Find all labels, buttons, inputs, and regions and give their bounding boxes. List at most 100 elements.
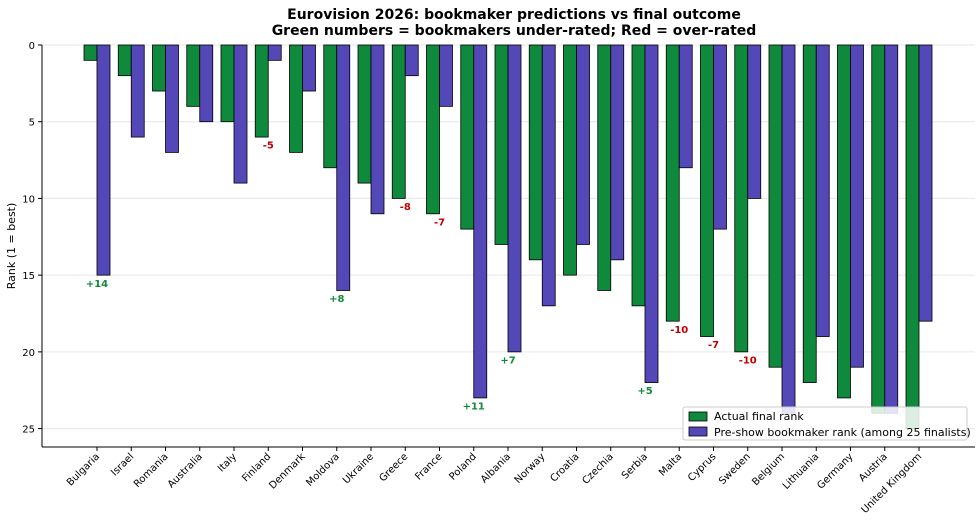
bar-bookmaker-norway xyxy=(541,44,556,307)
bar-actual-czechia xyxy=(597,44,612,291)
x-tick-label-australia: Australia xyxy=(166,451,205,490)
bar-bookmaker-austria xyxy=(884,44,899,414)
annotation-albania: +7 xyxy=(500,356,515,367)
annotation-bulgaria: +14 xyxy=(86,279,108,290)
bar-bookmaker-serbia xyxy=(644,44,659,383)
x-tick-label-finland: Finland xyxy=(240,451,273,484)
bars xyxy=(83,44,933,429)
bar-actual-bulgaria xyxy=(83,44,98,61)
bar-actual-greece xyxy=(391,44,406,199)
bar-bookmaker-france xyxy=(439,44,453,107)
legend-label-actual: Actual final rank xyxy=(714,410,804,423)
annotation-sweden: -10 xyxy=(739,356,757,367)
x-tick-label-bulgaria: Bulgaria xyxy=(65,451,102,488)
annotation-greece: -8 xyxy=(400,202,411,213)
bar-bookmaker-italy xyxy=(233,44,248,184)
bar-bookmaker-croatia xyxy=(576,44,590,245)
bar-actual-norway xyxy=(528,44,543,261)
annotation-finland: -5 xyxy=(263,141,274,152)
annotation-cyprus: -7 xyxy=(708,340,719,351)
bar-actual-malta xyxy=(665,44,680,322)
x-tick-label-malta: Malta xyxy=(657,451,684,478)
x-tick-label-france: France xyxy=(413,451,444,482)
bar-actual-united-kingdom xyxy=(905,44,920,429)
x-tick-label-czechia: Czechia xyxy=(580,451,615,486)
x-tick-label-italy: Italy xyxy=(216,451,239,474)
x-tick-label-denmark: Denmark xyxy=(267,451,307,491)
bar-actual-albania xyxy=(494,44,509,245)
bar-bookmaker-greece xyxy=(404,44,419,77)
bar-actual-ukraine xyxy=(357,44,372,184)
bar-bookmaker-denmark xyxy=(302,44,316,92)
x-tick-label-greece: Greece xyxy=(377,451,410,484)
bar-bookmaker-poland xyxy=(473,44,488,399)
bar-bookmaker-australia xyxy=(199,44,214,123)
x-tick-label-croatia: Croatia xyxy=(548,451,581,484)
annotation-france: -7 xyxy=(434,217,445,228)
x-tick-label-lithuania: Lithuania xyxy=(781,451,822,492)
bar-actual-belgium xyxy=(768,44,783,368)
bar-bookmaker-belgium xyxy=(781,44,796,414)
bar-actual-finland xyxy=(254,44,269,138)
bar-bookmaker-czechia xyxy=(610,44,625,261)
bar-bookmaker-israel xyxy=(130,44,145,138)
bar-bookmaker-moldova xyxy=(336,44,351,291)
bar-actual-denmark xyxy=(289,44,303,153)
bar-bookmaker-germany xyxy=(850,44,864,368)
x-tick-label-moldova: Moldova xyxy=(304,451,342,489)
bar-actual-poland xyxy=(460,44,475,230)
y-axis-label: Rank (1 = best) xyxy=(5,203,18,290)
y-tick-label: 10 xyxy=(22,194,35,205)
bar-actual-moldova xyxy=(323,44,338,169)
bar-actual-serbia xyxy=(631,44,646,307)
bar-actual-australia xyxy=(186,44,201,107)
chart-title: Eurovision 2026: bookmaker predictions v… xyxy=(287,7,741,23)
bar-actual-romania xyxy=(152,44,166,92)
bar-actual-austria xyxy=(871,44,886,414)
x-tick-label-ukraine: Ukraine xyxy=(341,451,376,486)
y-tick-label: 5 xyxy=(29,118,35,129)
legend-swatch-bookmaker xyxy=(688,426,708,437)
x-tick-label-serbia: Serbia xyxy=(620,451,650,481)
chart-subtitle: Green numbers = bookmakers under-rated; … xyxy=(272,23,757,39)
legend-label-bookmaker: Pre-show bookmaker rank (among 25 finali… xyxy=(714,426,971,439)
x-tick-label-albania: Albania xyxy=(479,451,513,485)
bar-bookmaker-malta xyxy=(678,44,693,169)
x-tick-label-israel: Israel xyxy=(109,451,136,478)
bar-bookmaker-albania xyxy=(507,44,522,353)
bar-actual-croatia xyxy=(563,44,577,276)
bar-bookmaker-finland xyxy=(267,44,282,61)
bar-bookmaker-romania xyxy=(165,44,179,153)
x-tick-label-united-kingdom: United Kingdom xyxy=(860,451,925,516)
x-tick-label-norway: Norway xyxy=(513,451,548,486)
legend-swatch-actual xyxy=(688,411,708,422)
y-tick-label: 15 xyxy=(22,271,35,282)
bar-bookmaker-lithuania xyxy=(815,44,830,337)
bar-bookmaker-cyprus xyxy=(713,44,727,230)
bar-actual-cyprus xyxy=(700,44,714,337)
annotations: +14 -5 +8 -8 -7 +11 +7 +5 -10 -7 -10 xyxy=(86,141,757,413)
bar-actual-italy xyxy=(220,44,235,123)
bar-actual-sweden xyxy=(734,44,749,353)
y-tick-label: 20 xyxy=(22,348,35,359)
bar-bookmaker-united-kingdom xyxy=(918,44,933,322)
x-tick-label-poland: Poland xyxy=(447,451,478,482)
bar-actual-germany xyxy=(837,44,851,399)
legend: Actual final rank Pre-show bookmaker ran… xyxy=(682,406,971,441)
legend-box xyxy=(682,406,968,441)
x-tick-label-austria: Austria xyxy=(857,451,890,484)
x-tick-label-sweden: Sweden xyxy=(717,451,753,487)
bar-actual-france xyxy=(426,44,440,215)
bar-actual-lithuania xyxy=(802,44,817,383)
bar-actual-israel xyxy=(117,44,132,77)
bar-bookmaker-ukraine xyxy=(370,44,385,215)
y-tick-label: 25 xyxy=(22,425,35,436)
y-tick-label: 0 xyxy=(29,41,35,52)
bar-bookmaker-bulgaria xyxy=(96,44,111,276)
annotation-moldova: +8 xyxy=(329,294,344,305)
annotation-poland: +11 xyxy=(463,402,485,413)
bar-bookmaker-sweden xyxy=(747,44,762,199)
annotation-malta: -10 xyxy=(670,325,688,336)
